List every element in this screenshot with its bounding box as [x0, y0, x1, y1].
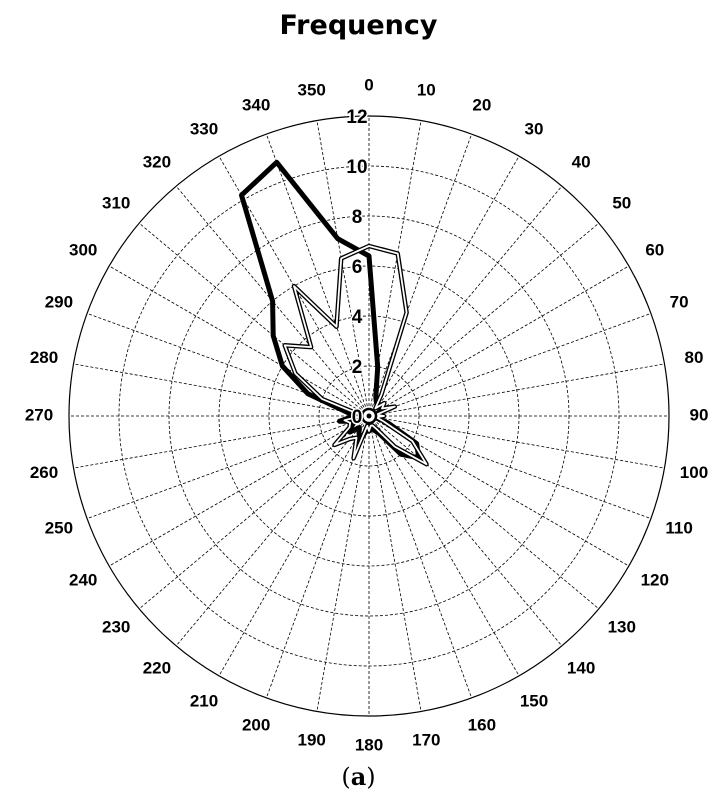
radial-tick-label: 2 — [352, 357, 363, 378]
angle-label: 160 — [468, 716, 496, 735]
radial-tick-label: 4 — [352, 307, 363, 328]
angle-label: 270 — [25, 405, 53, 424]
angle-label: 280 — [30, 348, 58, 367]
grid-spoke — [86, 415, 370, 519]
angle-label: 180 — [355, 735, 383, 754]
angle-label: 20 — [472, 95, 491, 114]
center-dot — [366, 413, 372, 419]
angle-label: 290 — [45, 293, 73, 312]
radar-grid — [68, 115, 670, 717]
angle-label: 190 — [298, 730, 326, 749]
grid-spoke — [368, 415, 652, 519]
grid-spoke — [368, 363, 665, 417]
angle-label: 80 — [685, 348, 704, 367]
angle-label: 110 — [665, 518, 692, 537]
radial-tick-label: 8 — [352, 207, 363, 228]
angle-label: 240 — [69, 570, 97, 589]
radar-series — [239, 159, 429, 467]
grid-spoke — [266, 133, 370, 417]
angle-label: 340 — [242, 95, 270, 114]
angle-label: 350 — [298, 80, 326, 99]
grid-spoke — [138, 415, 370, 610]
grid-spoke — [368, 222, 600, 417]
grid-ring — [68, 115, 670, 717]
grid-spoke — [175, 415, 370, 647]
angle-label: 330 — [190, 120, 218, 139]
angle-label: 40 — [572, 153, 591, 172]
angle-label: 30 — [525, 120, 544, 139]
grid-spoke — [368, 415, 472, 699]
radar-labels: 0 102030405060708090100110120130140150160… — [25, 75, 709, 754]
angle-label: 210 — [190, 691, 218, 710]
chart-title: Frequency — [279, 10, 438, 41]
grid-spoke — [368, 155, 520, 417]
grid-spoke — [218, 415, 370, 677]
angle-label: 220 — [143, 658, 171, 677]
angle-label: 230 — [102, 618, 130, 637]
grid-spoke — [316, 415, 370, 712]
grid-spoke — [316, 120, 370, 417]
grid-spoke — [73, 415, 370, 469]
angle-label: 90 — [690, 405, 709, 424]
grid-spoke — [368, 185, 563, 417]
grid-spoke — [138, 222, 370, 417]
angle-label: 170 — [412, 730, 440, 749]
angle-label: 310 — [102, 193, 130, 212]
angle-label: 60 — [645, 240, 664, 259]
angle-label: 300 — [69, 240, 97, 259]
radial-tick-label: 10 — [346, 157, 367, 178]
angle-label: 260 — [30, 463, 58, 482]
grid-spoke — [73, 363, 370, 417]
angle-label: 100 — [680, 463, 708, 482]
series-outline-inner-1 — [283, 245, 428, 466]
angle-label: 320 — [143, 153, 171, 172]
angle-label: 140 — [567, 658, 595, 677]
angle-label: 0 — [364, 75, 373, 94]
radial-tick-label: 0 — [352, 407, 363, 428]
grid-spoke — [368, 415, 665, 469]
grid-spoke — [368, 133, 472, 417]
grid-spoke — [266, 415, 370, 699]
panel-label: (a) — [341, 762, 376, 791]
grid-spoke — [368, 415, 422, 712]
angle-label: 200 — [242, 716, 270, 735]
grid-spoke — [368, 313, 652, 417]
angle-label: 250 — [45, 518, 73, 537]
angle-label: 10 — [417, 80, 436, 99]
angle-label: 70 — [670, 293, 689, 312]
grid-spoke — [108, 415, 370, 567]
grid-spoke — [368, 415, 600, 610]
angle-label: 120 — [641, 570, 669, 589]
grid-spoke — [368, 265, 630, 417]
radial-tick-label: 12 — [346, 107, 367, 128]
radial-tick-label: 6 — [352, 257, 363, 278]
angle-label: 150 — [520, 691, 548, 710]
angle-label: 130 — [608, 618, 636, 637]
grid-spoke — [108, 265, 370, 417]
grid-spoke — [368, 415, 520, 677]
angle-label: 50 — [612, 193, 631, 212]
